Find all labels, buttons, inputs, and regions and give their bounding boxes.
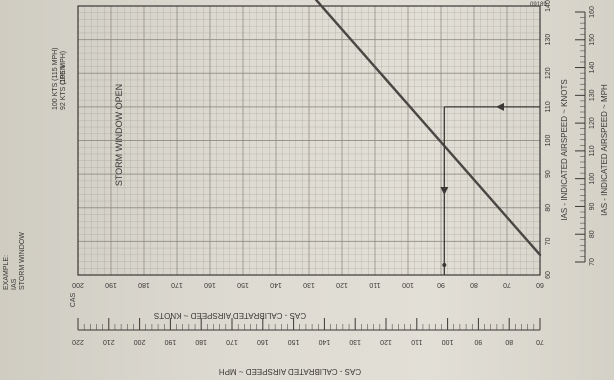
x-tick-label: 110 <box>369 281 380 288</box>
calibration-line <box>314 0 542 257</box>
x-axis-label: CAS - CALIBRATED AIRSPEED ~ KNOTS <box>154 311 306 320</box>
mph-tick-label-y: 120 <box>589 117 596 129</box>
example-endpoint <box>442 263 447 267</box>
example-path <box>440 102 540 275</box>
y-tick-label: 120 <box>545 67 552 79</box>
cas-marker-label: CAS <box>70 292 77 307</box>
mph-tick-label: 90 <box>474 338 482 345</box>
x-tick-label: 80 <box>470 281 478 288</box>
y-tick-label: 60 <box>545 271 552 279</box>
mph-tick-label-y: 160 <box>589 6 596 18</box>
mph-tick-label: 130 <box>349 338 361 345</box>
mph-tick-label-y: 130 <box>589 89 596 101</box>
x-tick-label: 190 <box>105 281 117 288</box>
y-tick-label: 140 <box>545 0 552 12</box>
y-tick-label: 110 <box>545 101 552 112</box>
plot-frame <box>77 5 541 276</box>
y-tick-label: 100 <box>545 135 552 147</box>
y-tick-label: 90 <box>545 170 552 178</box>
x-tick-label: 90 <box>437 281 445 288</box>
plot-border <box>77 5 541 276</box>
mph-tick-label: 180 <box>195 338 207 345</box>
mph-tick-label: 150 <box>288 338 300 345</box>
mph-tick-label: 220 <box>72 338 84 345</box>
mph-tick-label-y: 100 <box>589 173 596 185</box>
mph-tick-label: 190 <box>164 338 176 345</box>
mph-tick-label: 120 <box>380 338 392 345</box>
mph-tick-label: 100 <box>442 338 454 345</box>
mph-tick-label-y: 70 <box>589 258 596 266</box>
mph-tick-label: 170 <box>226 338 238 345</box>
example-header: EXAMPLE: <box>3 255 10 290</box>
mph-tick-label: 160 <box>257 338 269 345</box>
mph-tick-label-y: 150 <box>589 34 596 46</box>
mph-tick-label: 110 <box>411 338 422 345</box>
mph-tick-label: 80 <box>505 338 513 345</box>
mph-tick-label: 70 <box>536 338 544 345</box>
y-axis-mph-label: IAS - INDICATED AIRSPEED ~ MPH <box>600 84 609 216</box>
example-arrowhead <box>440 186 449 195</box>
x-tick-label: 100 <box>402 281 414 288</box>
y-tick-label: 130 <box>545 34 552 46</box>
x-tick-label: 60 <box>536 281 544 288</box>
mph-tick-label: 210 <box>103 338 115 345</box>
x-axis-mph-label: CAS - CALIBRATED AIRSPEED ~ MPH <box>219 367 362 376</box>
x-tick-label: 180 <box>138 281 150 288</box>
example-ias-state: OPEN <box>60 65 67 85</box>
mph-tick-label: 140 <box>318 338 330 345</box>
mph-tick-label-y: 90 <box>589 202 596 210</box>
x-tick-label: 120 <box>336 281 348 288</box>
example-cas-value: 92 KTS (106 MPH) <box>60 51 67 110</box>
example-storm-label: STORM WINDOW <box>19 232 26 290</box>
x-tick-label: 70 <box>503 281 511 288</box>
example-arrowhead <box>496 102 504 111</box>
example-ias-value: 100 KTS (115 MPH) <box>52 47 59 110</box>
example-ias-label: IAS <box>11 278 18 290</box>
y-axis-knots-ticks: 60 70 80 90 100 110 120 130 140 <box>545 0 552 279</box>
y-axis-mph-scale: 70 80 90 100 110 120 130 140 150 160 <box>575 6 596 266</box>
x-tick-label: 170 <box>171 281 183 288</box>
x-tick-label: 130 <box>303 281 315 288</box>
mph-tick-label-y: 140 <box>589 62 596 74</box>
x-tick-label: 160 <box>204 281 216 288</box>
y-axis-label: IAS - INDICATED AIRSPEED ~ KNOTS <box>560 79 569 220</box>
mph-tick-label: 200 <box>134 338 146 345</box>
x-tick-label: 140 <box>270 281 282 288</box>
x-axis-knots-ticks: 200 190 180 170 160 150 140 130 120 110 100 90 80 70 6… <box>72 281 544 288</box>
x-axis-mph-scale: 220 210 200 190 180 170 160 150 140 130 120 110 100 9… <box>72 318 544 345</box>
calibration-series <box>314 0 542 257</box>
doc-id: 09189 <box>530 2 547 8</box>
x-tick-label: 150 <box>237 281 249 288</box>
mph-tick-label-y: 80 <box>589 230 596 238</box>
x-tick-label: 200 <box>72 281 84 288</box>
y-tick-label: 70 <box>545 237 552 245</box>
y-tick-label: 80 <box>545 204 552 212</box>
mph-tick-label-y: 110 <box>589 145 596 156</box>
condition-label: STORM WINDOW OPEN <box>114 84 124 186</box>
